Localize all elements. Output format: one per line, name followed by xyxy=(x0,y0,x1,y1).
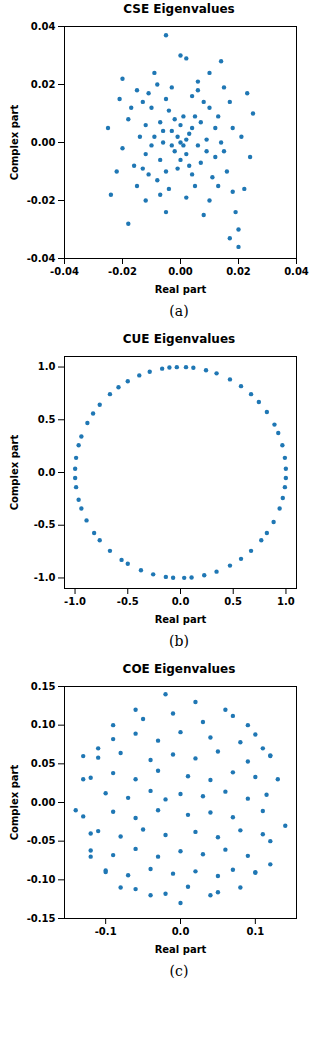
svg-text:Real part: Real part xyxy=(155,284,207,295)
svg-text:0.00: 0.00 xyxy=(168,266,193,277)
svg-text:0.04: 0.04 xyxy=(284,266,309,277)
svg-text:1.0: 1.0 xyxy=(38,361,56,372)
svg-text:Complex part: Complex part xyxy=(9,765,20,841)
svg-text:0.10: 0.10 xyxy=(31,719,56,730)
svg-text:0.15: 0.15 xyxy=(31,681,56,692)
svg-text:0.02: 0.02 xyxy=(226,266,251,277)
svg-text:-0.5: -0.5 xyxy=(117,596,139,607)
html-text:CUE Eigenvalues: CUE Eigenvalues xyxy=(122,332,236,346)
html-text:COE Eigenvalues: COE Eigenvalues xyxy=(122,662,236,676)
svg-text:-0.15: -0.15 xyxy=(27,913,56,924)
svg-text:-0.05: -0.05 xyxy=(27,835,56,846)
svg-text:-0.02: -0.02 xyxy=(27,195,56,206)
svg-text:-0.5: -0.5 xyxy=(34,519,56,530)
svg-text:-0.04: -0.04 xyxy=(27,253,56,264)
svg-text:0.04: 0.04 xyxy=(31,21,56,32)
svg-text:0.02: 0.02 xyxy=(31,79,56,90)
html-text:(c): (c) xyxy=(169,963,189,979)
svg-text:-0.10: -0.10 xyxy=(27,874,56,885)
svg-text:0.05: 0.05 xyxy=(31,758,56,769)
svg-text:0.1: 0.1 xyxy=(246,926,264,937)
svg-text:Real part: Real part xyxy=(155,944,207,955)
html-text:(a): (a) xyxy=(169,303,189,319)
svg-text:0.00: 0.00 xyxy=(31,797,56,808)
svg-text:1.0: 1.0 xyxy=(277,596,295,607)
svg-text:Real part: Real part xyxy=(155,614,207,625)
svg-text:Complex part: Complex part xyxy=(9,435,20,511)
svg-text:-0.04: -0.04 xyxy=(50,266,79,277)
svg-text:0.0: 0.0 xyxy=(38,467,56,478)
svg-text:-1.0: -1.0 xyxy=(64,596,86,607)
svg-text:0.5: 0.5 xyxy=(38,414,56,425)
svg-text:0.5: 0.5 xyxy=(224,596,242,607)
svg-text:0.0: 0.0 xyxy=(172,596,190,607)
html-text:CSE Eigenvalues: CSE Eigenvalues xyxy=(123,2,235,16)
svg-text:-0.1: -0.1 xyxy=(95,926,117,937)
svg-text:0.00: 0.00 xyxy=(31,137,56,148)
svg-text:0.0: 0.0 xyxy=(172,926,190,937)
svg-text:-1.0: -1.0 xyxy=(34,572,56,583)
svg-text:Complex part: Complex part xyxy=(9,105,20,181)
svg-text:-0.02: -0.02 xyxy=(108,266,137,277)
html-text:(b): (b) xyxy=(169,633,189,649)
